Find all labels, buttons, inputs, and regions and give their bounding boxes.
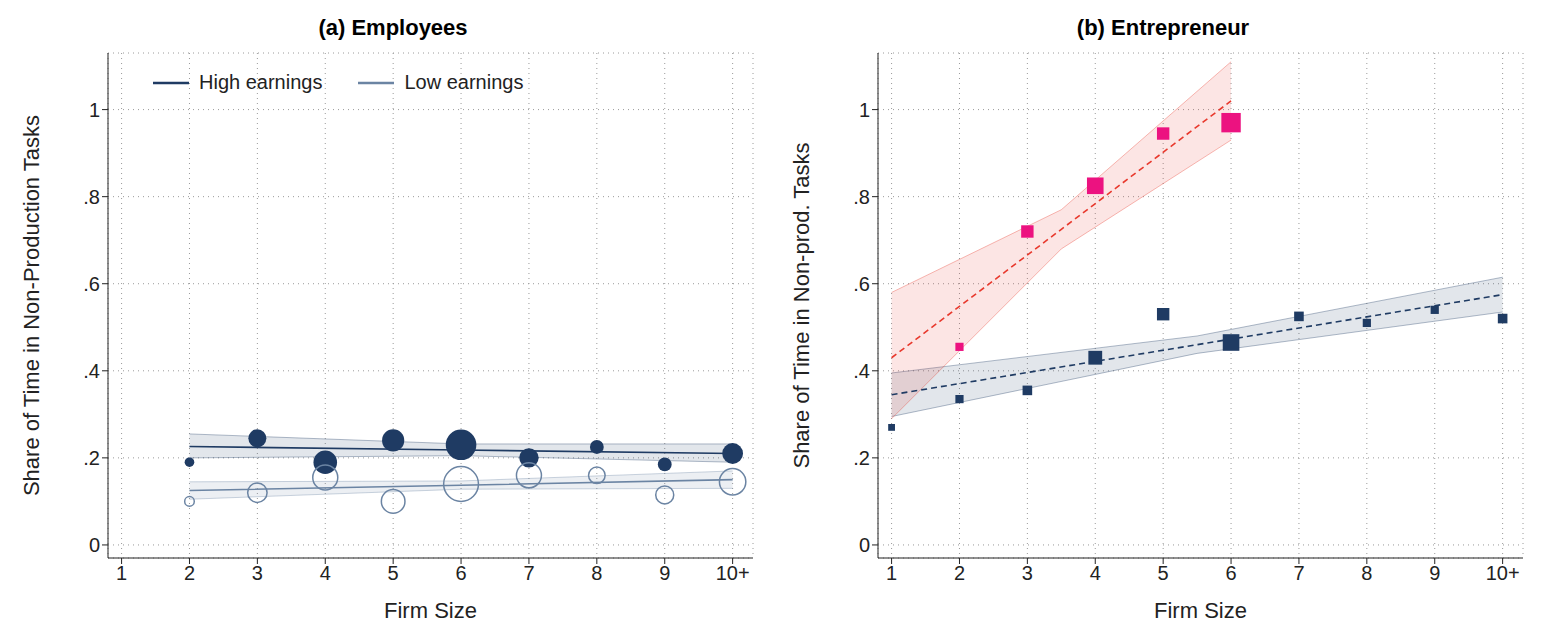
svg-text:1: 1 <box>116 562 127 584</box>
svg-text:.6: .6 <box>83 273 100 295</box>
svg-text:Share of Time in Non-Productio: Share of Time in Non-Production Tasks <box>19 115 44 496</box>
svg-text:1: 1 <box>886 562 897 584</box>
svg-text:9: 9 <box>659 562 670 584</box>
svg-text:7: 7 <box>523 562 534 584</box>
svg-text:0: 0 <box>89 534 100 556</box>
svg-text:.2: .2 <box>83 447 100 469</box>
svg-text:10+: 10+ <box>716 562 750 584</box>
svg-text:.6: .6 <box>853 273 870 295</box>
svg-text:.8: .8 <box>83 186 100 208</box>
svg-text:5: 5 <box>388 562 399 584</box>
svg-text:9: 9 <box>1429 562 1440 584</box>
svg-text:1: 1 <box>859 99 870 121</box>
svg-text:4: 4 <box>1090 562 1101 584</box>
svg-text:3: 3 <box>1022 562 1033 584</box>
svg-text:5: 5 <box>1158 562 1169 584</box>
svg-text:6: 6 <box>1225 562 1236 584</box>
svg-text:.4: .4 <box>853 360 870 382</box>
html-text:(b) Entrepreneur: (b) Entrepreneur <box>1076 15 1250 40</box>
svg-text:3: 3 <box>252 562 263 584</box>
svg-text:.2: .2 <box>853 447 870 469</box>
html-text:Low earnings: Low earnings <box>404 71 524 93</box>
svg-text:0: 0 <box>859 534 870 556</box>
svg-text:.4: .4 <box>83 360 100 382</box>
svg-text:10+: 10+ <box>1486 562 1520 584</box>
svg-text:Firm Size: Firm Size <box>1154 598 1247 623</box>
svg-text:2: 2 <box>184 562 195 584</box>
svg-text:8: 8 <box>591 562 602 584</box>
svg-text:8: 8 <box>1361 562 1372 584</box>
html-text:High earnings: High earnings <box>199 71 323 93</box>
svg-text:1: 1 <box>89 99 100 121</box>
svg-text:Share of Time in Non-prod. Tas: Share of Time in Non-prod. Tasks <box>789 142 814 468</box>
svg-text:Firm Size: Firm Size <box>384 598 477 623</box>
html-text:(a) Employees: (a) Employees <box>318 15 468 40</box>
svg-text:4: 4 <box>320 562 331 584</box>
svg-text:6: 6 <box>455 562 466 584</box>
svg-text:7: 7 <box>1293 562 1304 584</box>
svg-text:2: 2 <box>954 562 965 584</box>
svg-text:.8: .8 <box>853 186 870 208</box>
